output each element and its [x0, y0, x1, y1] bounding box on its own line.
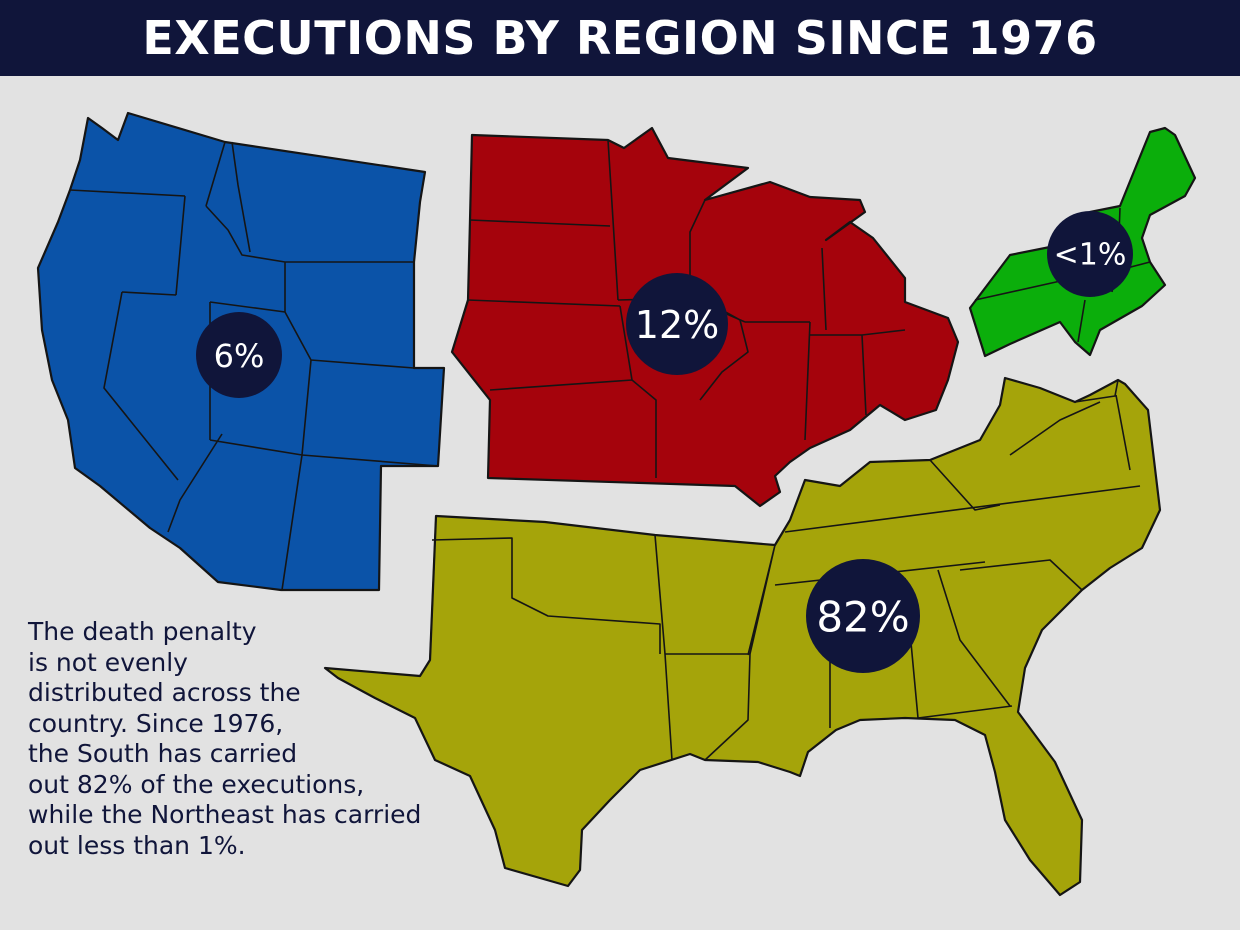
west-percent-badge [196, 312, 282, 398]
midwest-percent-label: 12% [635, 303, 719, 347]
northeast-percent-label: <1% [1054, 238, 1127, 273]
northeast-percent-badge [1047, 211, 1133, 297]
explanatory-caption: The death penalty is not evenly distribu… [28, 617, 422, 860]
west-region: 6% [36, 111, 446, 592]
south-region-shape [323, 376, 1162, 897]
northeast-region: <1% [968, 126, 1197, 358]
page-title: EXECUTIONS BY REGION SINCE 1976 [142, 11, 1098, 65]
south-percent-badge [806, 559, 920, 673]
west-percent-label: 6% [214, 337, 265, 375]
us-region-map: 6% 12% <1% 82% [36, 111, 1197, 897]
midwest-region: 12% [450, 126, 960, 508]
title-banner: EXECUTIONS BY REGION SINCE 1976 [0, 0, 1240, 76]
south-percent-label: 82% [816, 593, 909, 642]
midwest-percent-badge [626, 273, 728, 375]
south-region: 82% [323, 376, 1162, 897]
